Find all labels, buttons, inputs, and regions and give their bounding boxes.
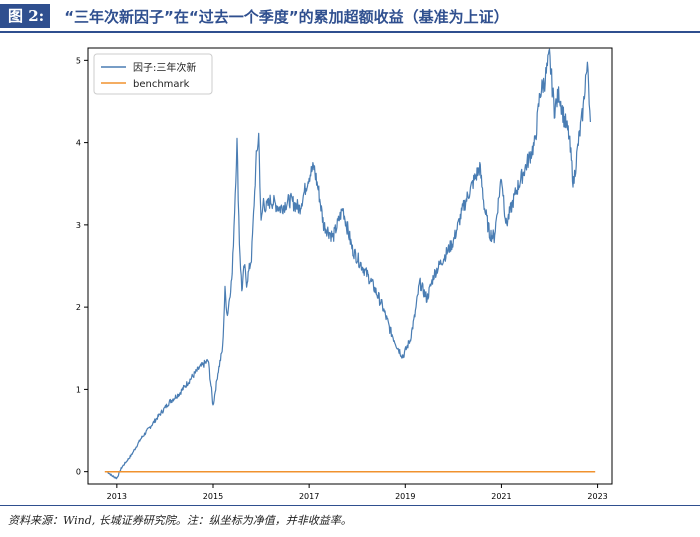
line-chart: 2013 2015 2017 2019 2021 2023 0 1 2 3 4 5 因子:三年次新 be…	[76, 47, 613, 501]
figure-title: “三年次新因子”在“过去一个季度”的累加超额收益（基准为上证）	[64, 7, 509, 26]
x-tick-label-2: 2017	[299, 492, 319, 501]
figure-label: 图 2:	[0, 4, 51, 28]
legend-box	[93, 53, 213, 95]
x-tick-label-0: 2013	[107, 492, 127, 501]
x-tick-label-5: 2023	[587, 492, 607, 501]
y-tick-label-4: 4	[76, 139, 81, 148]
series-line-0	[106, 48, 591, 480]
y-tick-label-1: 1	[76, 385, 81, 394]
legend-label-1: benchmark	[133, 79, 190, 90]
footer-rule	[0, 505, 700, 506]
legend-label-0: 因子:三年次新	[133, 61, 196, 74]
x-tick-label-4: 2021	[491, 492, 511, 501]
source-note: 资料来源：Wind, 长城证券研究院。注：纵坐标为净值，并非收益率。	[8, 514, 352, 527]
y-tick-label-3: 3	[76, 221, 81, 230]
plot-border	[87, 47, 613, 485]
x-tick-label-1: 2015	[203, 492, 223, 501]
y-tick-label-0: 0	[76, 468, 81, 477]
chart-area: 2013 2015 2017 2019 2021 2023 0 1 2 3 4 5 因子:三年次新 be…	[0, 36, 700, 502]
x-tick-label-3: 2019	[395, 492, 415, 501]
figure-header: 图 2: “三年次新因子”在“过去一个季度”的累加超额收益（基准为上证）	[0, 4, 700, 28]
y-tick-label-5: 5	[76, 56, 81, 65]
y-tick-label-2: 2	[76, 303, 81, 312]
header-rule	[0, 31, 700, 33]
